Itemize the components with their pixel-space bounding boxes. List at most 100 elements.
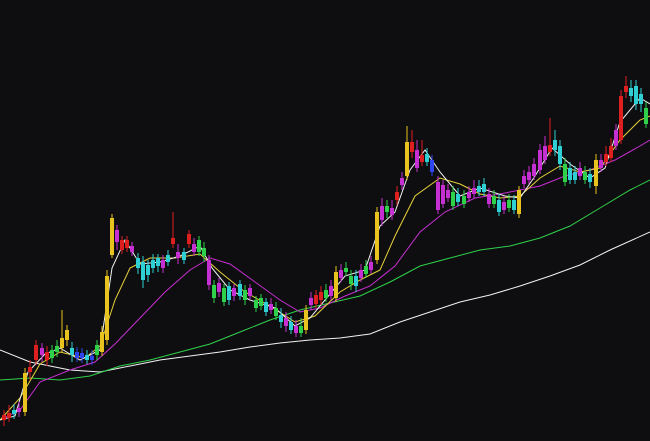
- candle-body: [314, 295, 318, 304]
- candle: [187, 230, 191, 248]
- candle-body: [146, 265, 150, 275]
- candle-body: [182, 252, 186, 260]
- candle-body: [614, 130, 618, 146]
- candle: [60, 310, 64, 352]
- candle-body: [329, 286, 333, 296]
- candle-body: [324, 290, 328, 298]
- candle: [105, 270, 109, 345]
- candle-body: [588, 174, 592, 182]
- candle: [65, 325, 69, 346]
- candle-body: [264, 302, 268, 312]
- candle-body: [259, 298, 263, 306]
- candle: [197, 236, 201, 256]
- moving-average-lines: [0, 97, 650, 421]
- candle-body: [583, 172, 587, 180]
- candle: [309, 292, 313, 310]
- candle: [588, 168, 592, 188]
- candle-body: [304, 310, 308, 330]
- candle-body: [354, 276, 358, 286]
- candle-body: [248, 288, 252, 296]
- candle: [146, 260, 150, 282]
- candle-body: [430, 160, 434, 172]
- candle: [90, 350, 94, 365]
- candle: [100, 326, 104, 356]
- candle: [130, 242, 134, 256]
- candle-body: [55, 346, 59, 352]
- candle-body: [512, 200, 516, 210]
- candle: [23, 368, 27, 416]
- candle: [538, 144, 542, 174]
- candle-body: [472, 188, 476, 194]
- candle: [497, 194, 501, 216]
- candle-body: [395, 192, 399, 200]
- candle: [75, 347, 79, 362]
- candle-body: [497, 200, 501, 212]
- candle-body: [110, 218, 114, 255]
- candle-body: [166, 255, 170, 262]
- candle: [624, 76, 628, 98]
- candle: [176, 244, 180, 264]
- candle: [441, 180, 445, 208]
- candle-body: [12, 410, 16, 414]
- candle-body: [130, 246, 134, 252]
- candle-body: [238, 284, 242, 296]
- candle-body: [522, 176, 526, 184]
- candle: [375, 207, 379, 264]
- candle: [299, 318, 303, 337]
- candle: [395, 186, 399, 205]
- candle: [254, 296, 258, 312]
- candle: [259, 294, 263, 310]
- candle-body: [95, 345, 99, 355]
- candle-body: [227, 286, 231, 300]
- candle: [527, 166, 531, 184]
- candle-body: [344, 268, 348, 272]
- candle: [380, 198, 384, 226]
- candle: [364, 260, 368, 278]
- candle: [629, 80, 633, 102]
- candle-body: [634, 86, 638, 104]
- candle-body: [85, 355, 89, 360]
- candle: [507, 194, 511, 212]
- candle-body: [161, 260, 165, 268]
- candle: [125, 236, 129, 252]
- candle: [390, 200, 394, 220]
- candle-body: [517, 190, 521, 214]
- candle: [644, 102, 648, 128]
- candle: [314, 290, 318, 308]
- candle-body: [17, 408, 21, 412]
- candle: [238, 280, 242, 300]
- candle-body: [619, 96, 623, 140]
- candle-body: [532, 164, 536, 176]
- candle: [192, 238, 196, 256]
- candle-body: [558, 146, 562, 164]
- candle-body: [594, 160, 598, 186]
- candle: [264, 298, 268, 316]
- candle-body: [599, 160, 603, 168]
- candle: [70, 342, 74, 362]
- candle-body: [573, 172, 577, 180]
- candle-body: [477, 186, 481, 192]
- candle: [467, 186, 471, 202]
- candle-body: [40, 348, 44, 355]
- candle: [462, 190, 466, 208]
- candle-body: [309, 298, 313, 305]
- candle-body: [34, 345, 38, 360]
- candle: [45, 346, 49, 366]
- candle: [420, 140, 424, 166]
- candle: [472, 180, 476, 198]
- candle: [304, 305, 308, 334]
- candle: [502, 196, 506, 214]
- candle-body: [141, 262, 145, 280]
- candle-body: [609, 146, 613, 158]
- candle-body: [299, 326, 303, 333]
- candle-body: [502, 202, 506, 210]
- candle: [436, 176, 440, 214]
- candle-body: [369, 262, 373, 270]
- candle: [344, 262, 348, 276]
- candle-body: [45, 352, 49, 360]
- candle-body: [563, 164, 567, 182]
- candle: [349, 270, 353, 290]
- candle-body: [553, 140, 557, 150]
- candle-body: [284, 318, 288, 326]
